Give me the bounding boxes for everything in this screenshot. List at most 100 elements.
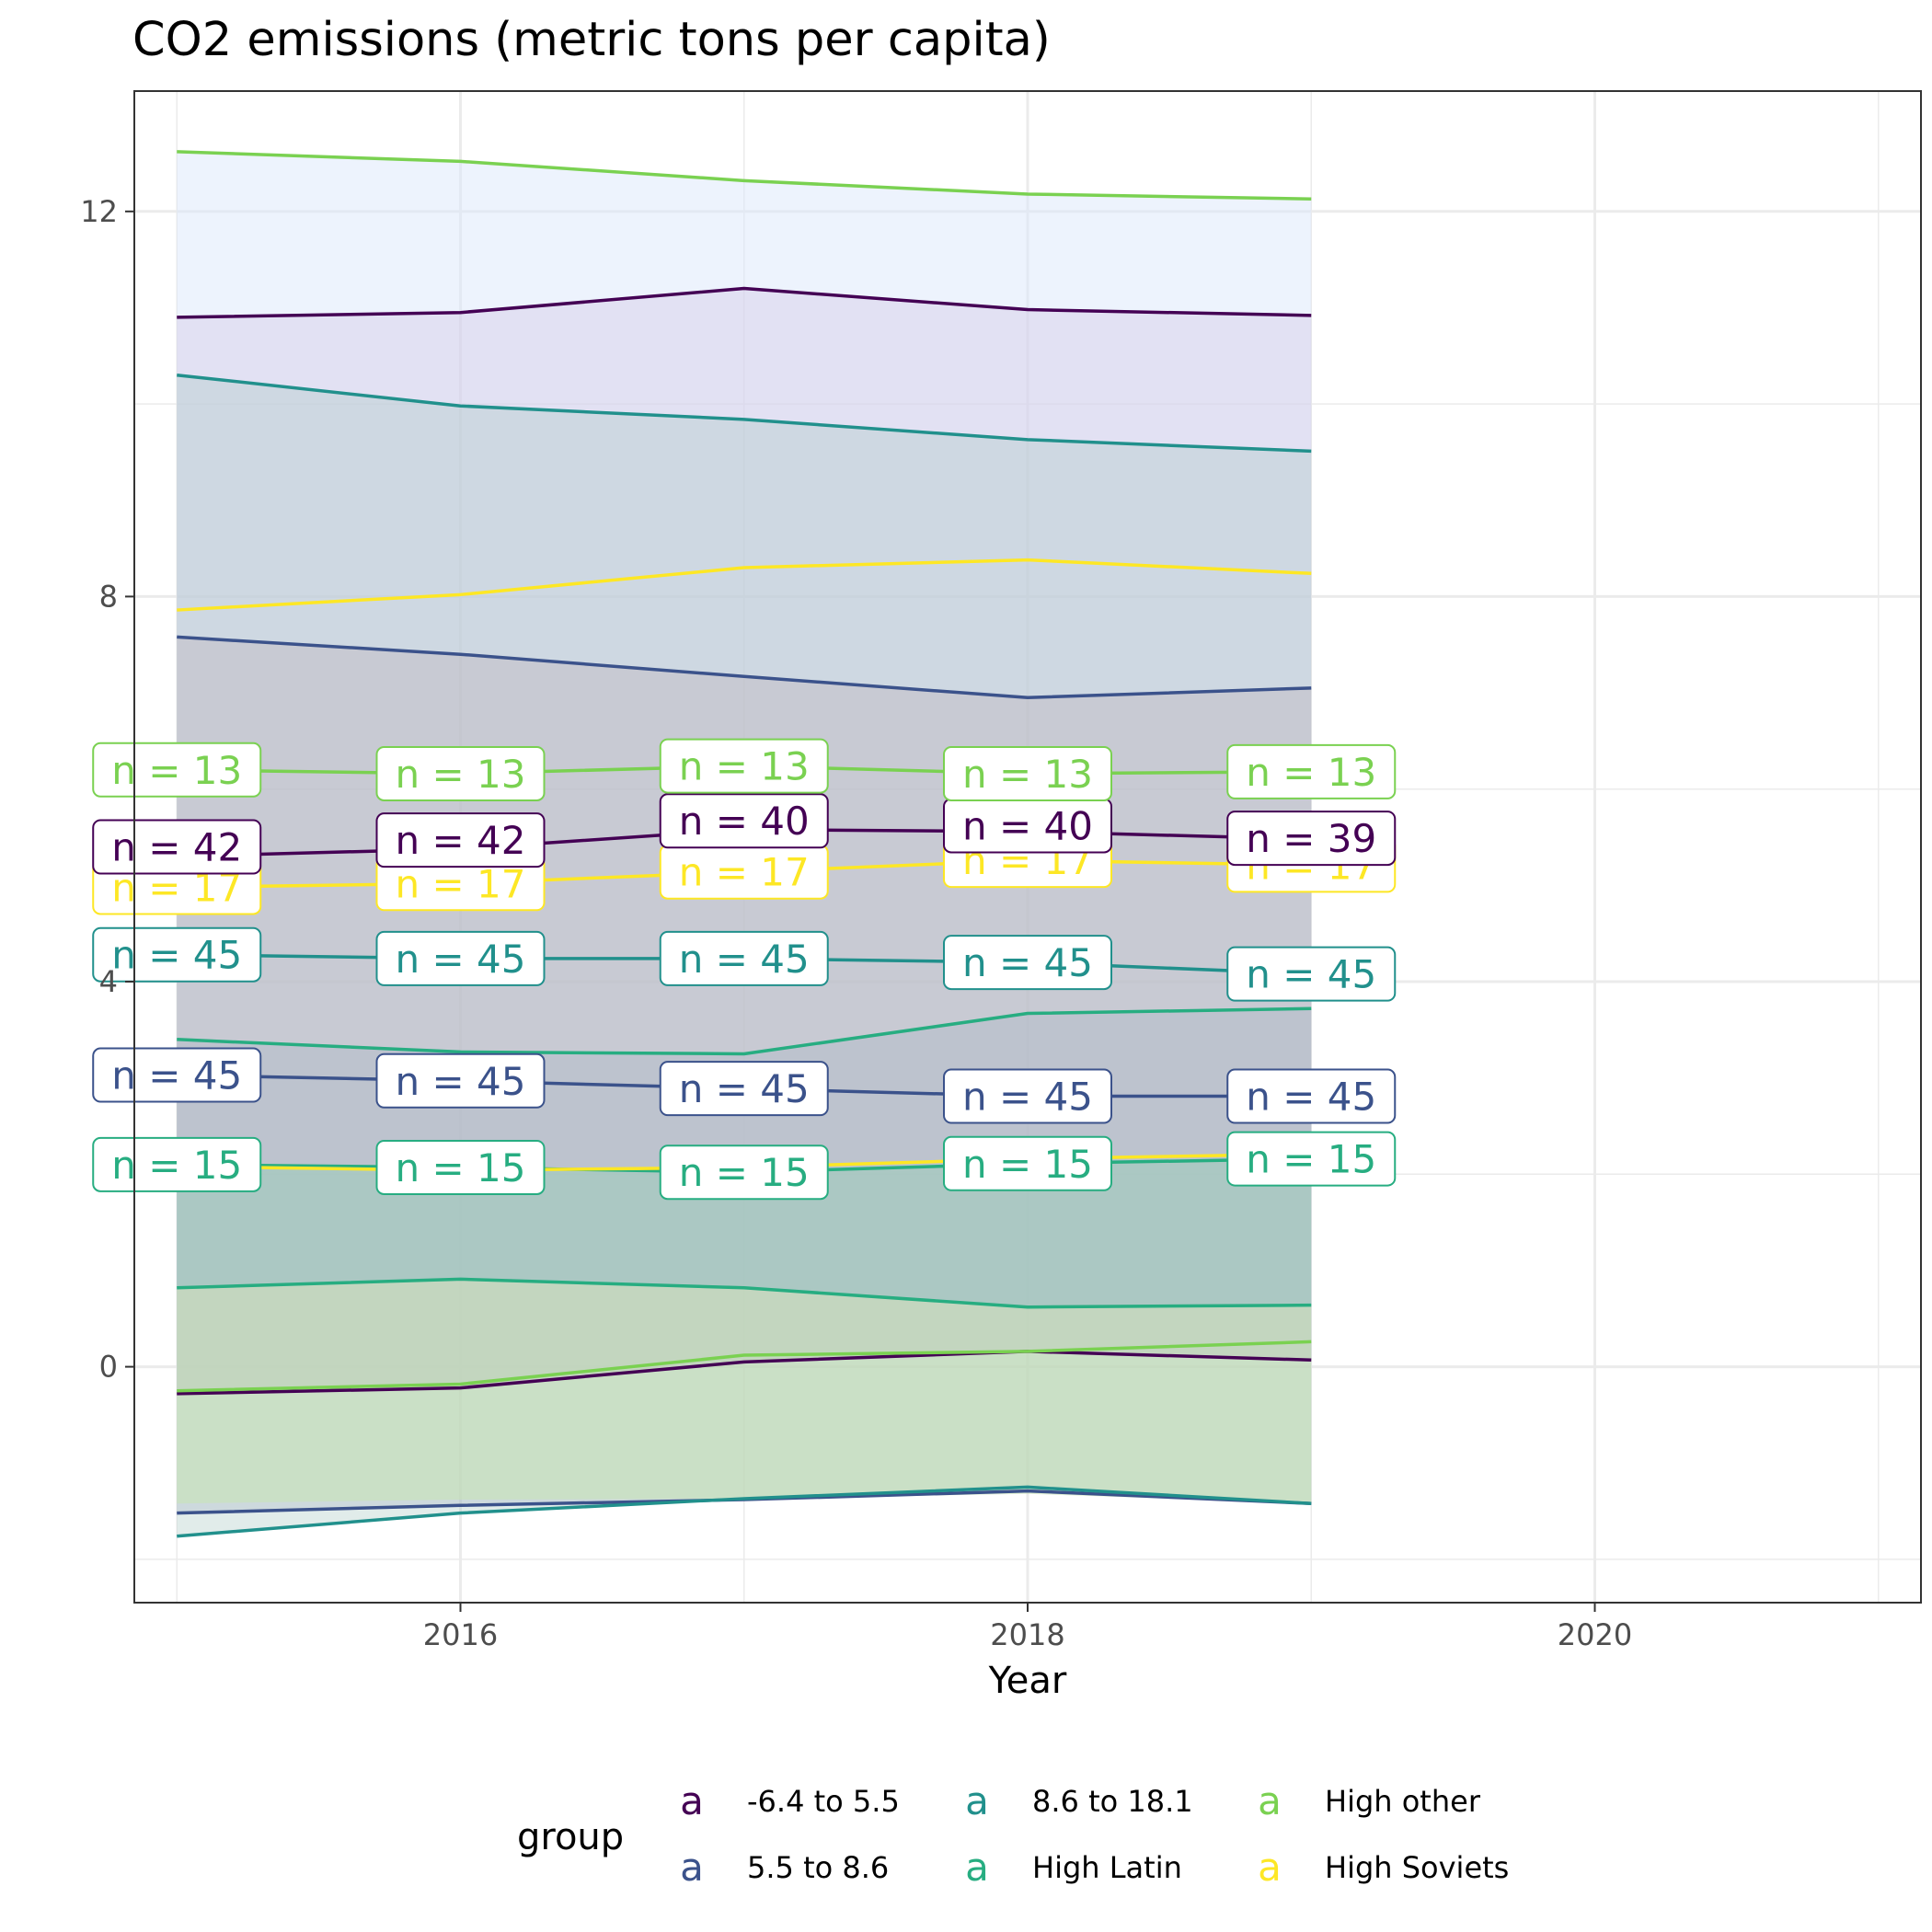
n-label-box [943,1135,1112,1191]
n-label: n = 40 [943,798,1112,854]
n-label: n = 13 [92,742,262,798]
series-line-lower [177,1340,1312,1393]
legend-key-glyph: a [965,1778,989,1823]
legend-item: a High other [1258,1778,1481,1823]
y-tick-label: 0 [99,1350,118,1385]
ribbon-band [177,1158,1312,1307]
series-line-upper [177,1006,1312,1056]
n-label-text: n = 45 [962,1075,1093,1120]
n-label: n = 45 [1226,1068,1397,1124]
legend-label: High Soviets [1325,1850,1509,1885]
legend-label: High other [1325,1784,1481,1819]
n-label: n = 15 [92,1136,262,1192]
n-label-text: n = 42 [396,818,526,863]
n-label-text: n = 45 [111,1053,242,1098]
axes: 0 4 8 12 2016 2018 2020 [80,194,1632,1652]
n-label-text: n = 39 [1246,816,1376,861]
n-label: n = 15 [659,1144,829,1201]
n-label-box [375,1139,546,1195]
series-line-lower [177,1277,1312,1309]
legend-label: -6.4 to 5.5 [747,1784,900,1819]
legend-title: group [517,1816,624,1858]
n-label-box [375,1052,546,1109]
n-label: n = 15 [943,1135,1112,1191]
series-lines [177,150,1312,1538]
n-label-text: n = 45 [396,937,526,982]
n-label-text: n = 13 [962,752,1093,797]
x-axis-title: Year [988,1660,1067,1702]
n-label-text: n = 45 [962,940,1093,985]
legend-label: High Latin [1032,1850,1182,1885]
n-label-text: n = 45 [1246,952,1376,997]
n-label-text: n = 15 [396,1145,526,1190]
y-tick-label: 12 [80,194,118,229]
n-label-box [1226,743,1397,799]
n-label: n = 45 [659,930,829,986]
series-line-upper [177,286,1312,319]
series-line-upper [177,373,1312,454]
n-label: n = 13 [375,745,546,801]
x-tick-label: 2018 [990,1617,1064,1652]
legend-key-glyph: a [680,1845,704,1890]
n-label-text: n = 13 [396,752,526,797]
n-label: n = 17 [375,856,546,912]
n-label-text: n = 15 [1246,1137,1376,1182]
legend-item: a High Soviets [1258,1845,1509,1890]
n-label-text: n = 45 [111,933,242,978]
n-label-text: n = 17 [679,850,810,895]
series-line-upper [177,150,1312,201]
n-label-text: n = 13 [111,748,242,793]
n-label-box [375,745,546,801]
n-labels: n = 17n = 17n = 17n = 17n = 17n = 45n = … [92,738,1397,1201]
n-label-text: n = 45 [396,1059,526,1104]
y-tick-label: 4 [99,964,118,999]
series-line-upper [177,635,1312,700]
n-label: n = 17 [659,844,829,900]
n-label-text: n = 45 [679,937,810,982]
n-label: n = 45 [1226,946,1397,1002]
n-label-box [943,745,1112,801]
n-label-text: n = 17 [396,861,526,906]
n-label-text: n = 42 [111,825,242,870]
n-label: n = 45 [92,1047,262,1103]
n-label-text: n = 13 [679,744,810,789]
n-label-box [943,935,1112,991]
legend: group a -6.4 to 5.5 a 5.5 to 8.6 a 8.6 to 18.… [517,1778,1509,1890]
n-label-text: n = 13 [1246,750,1376,795]
n-label: n = 42 [92,819,262,875]
n-label-box [375,812,546,868]
legend-key-glyph: a [1258,1778,1282,1823]
legend-item: a High Latin [965,1845,1182,1890]
series-line-lower [177,1350,1312,1396]
n-label: n = 15 [375,1139,546,1195]
legend-key-glyph: a [680,1778,704,1823]
n-label-box [659,930,829,986]
n-label: n = 42 [375,812,546,868]
legend-key-glyph: a [965,1845,989,1890]
n-label: n = 13 [1226,743,1397,799]
n-label: n = 40 [659,793,829,849]
x-tick-label: 2016 [423,1617,498,1652]
n-label-text: n = 45 [679,1066,810,1111]
n-label: n = 39 [1226,811,1397,867]
chart-title: CO2 emissions (metric tons per capita) [132,13,1051,67]
n-label: n = 45 [92,926,262,983]
n-label-box [943,1068,1112,1124]
n-label: n = 13 [943,745,1112,801]
n-label: n = 13 [659,738,829,794]
legend-label: 5.5 to 8.6 [747,1850,889,1885]
n-label-box [1226,811,1397,867]
n-label: n = 45 [943,1068,1112,1124]
n-label-box [659,738,829,794]
n-label: n = 15 [1226,1131,1397,1187]
n-label: n = 45 [375,1052,546,1109]
n-label-box [1226,946,1397,1002]
y-tick-label: 8 [99,579,118,614]
n-label: n = 45 [943,935,1112,991]
n-label-box [659,1144,829,1201]
legend-item: a -6.4 to 5.5 [680,1778,900,1823]
legend-item: a 8.6 to 18.1 [965,1778,1192,1823]
n-label-text: n = 15 [679,1150,810,1195]
n-label-text: n = 40 [679,799,810,844]
